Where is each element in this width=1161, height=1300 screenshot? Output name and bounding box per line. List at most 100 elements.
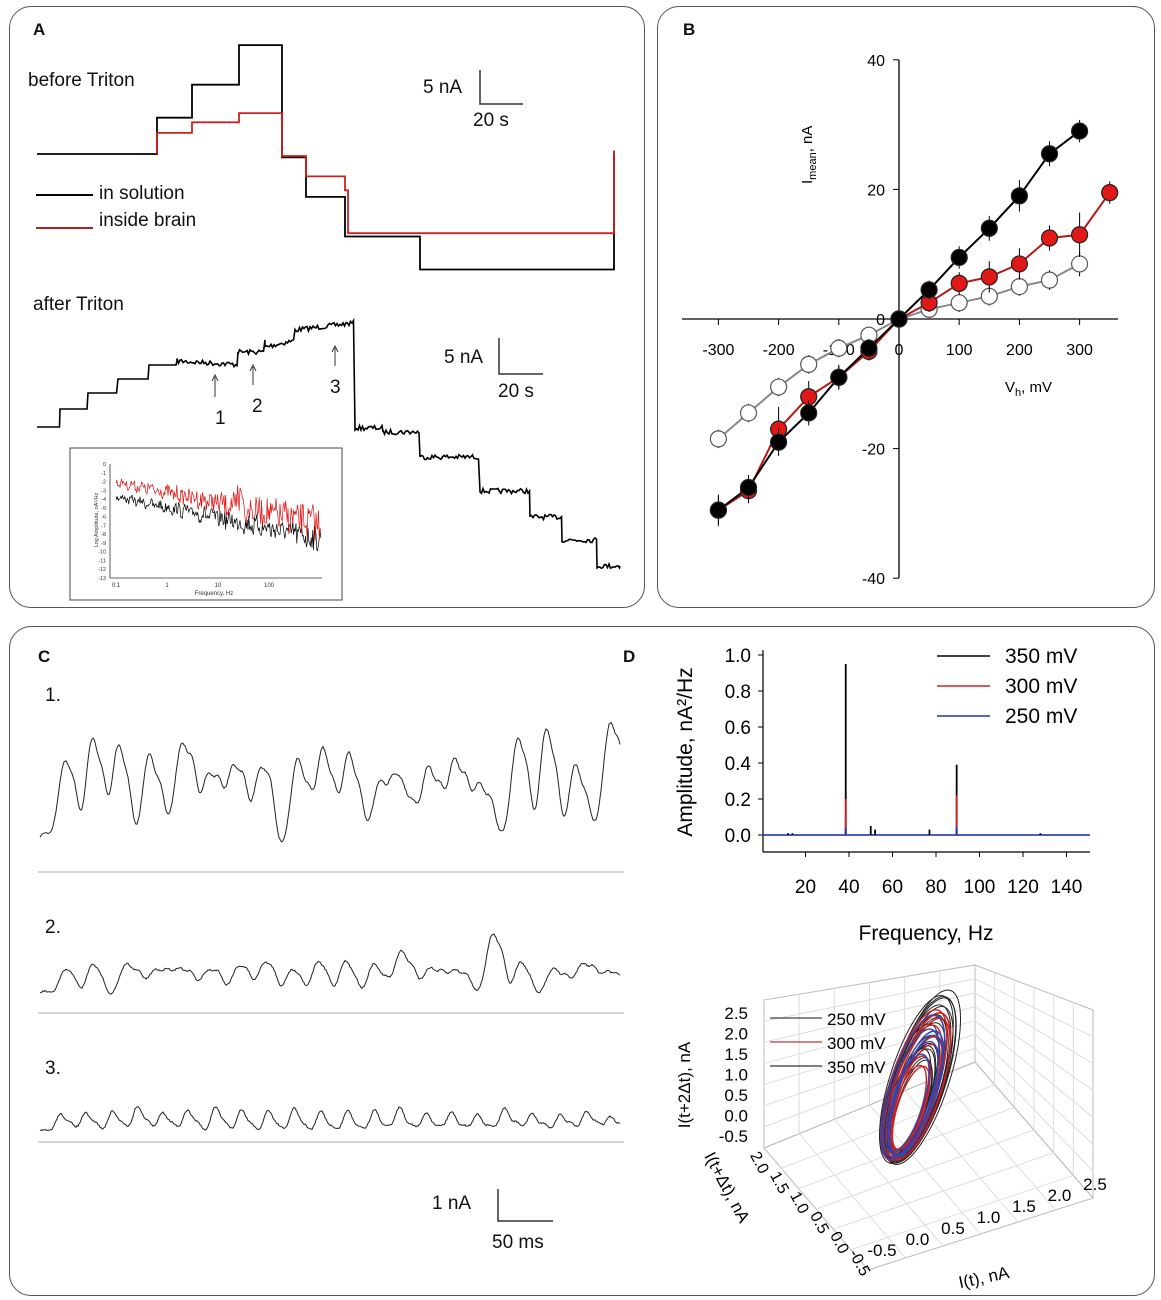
spectrum-ytick-label: 1.0 <box>725 646 751 667</box>
trace-label-1: 1. <box>45 685 61 706</box>
arrow-label-1: 1 <box>215 408 226 429</box>
spectrum-legend: 350 mV 300 mV 250 mV <box>937 645 1077 728</box>
iv-point-black <box>1040 145 1059 163</box>
iv-point-red <box>1101 184 1119 202</box>
before-triton-traces <box>37 44 615 271</box>
phase-legend-label: 300 mV <box>827 1034 886 1053</box>
iv-ylabel: Imean, nA <box>799 126 819 184</box>
before-triton-label: before Triton <box>28 70 135 91</box>
spectrum-ytick-label: 0.4 <box>725 754 752 775</box>
phase-grid-floor-a <box>850 1174 1074 1251</box>
inset-xtick: 0.1 <box>112 583 121 589</box>
phase-xtick: 1.5 <box>1012 1197 1036 1216</box>
panel-b-label: B <box>683 20 696 39</box>
iv-point-black <box>950 248 968 267</box>
phase-orbit <box>889 1034 944 1157</box>
spectrum-ytick-label: 0.0 <box>725 826 751 847</box>
phase-ztick: 0.5 <box>724 1086 748 1105</box>
panel-d-label: D <box>623 647 636 666</box>
scale-top-y-label: 5 nA <box>423 77 463 98</box>
iv-point-black <box>800 404 818 422</box>
spectrum-ytick-label: 0.6 <box>725 718 751 739</box>
iv-point-grey <box>1040 271 1059 289</box>
inset-ytick: -3 <box>101 488 106 494</box>
inset-xtick: 100 <box>264 583 275 589</box>
phase-xlabel: I(t), nA <box>957 1263 1011 1292</box>
oscillation-trace-3 <box>39 1105 621 1132</box>
after-triton-label: after Triton <box>33 294 124 315</box>
iv-point-black <box>1010 187 1029 205</box>
inset-trace-red <box>115 478 322 541</box>
phase-ztick: 1.5 <box>724 1045 748 1064</box>
legend-inside-brain: inside brain <box>99 210 197 231</box>
spectrum-xtick-label: 40 <box>838 877 859 898</box>
inset-ytick: -10 <box>98 550 106 556</box>
iv-xtick-label: -300 <box>702 342 734 359</box>
inset-ytick: -7 <box>101 523 106 529</box>
trace-label-2: 2. <box>45 917 61 938</box>
phase-ytick: 1.0 <box>786 1189 811 1217</box>
spectrum-xtick-label: 140 <box>1051 877 1083 898</box>
phase-legend-label: 250 mV <box>827 1010 886 1029</box>
inset-ytick: -5 <box>101 506 106 512</box>
iv-series <box>709 119 1119 526</box>
trace-label-3: 3. <box>45 1058 61 1079</box>
oscillation-traces <box>38 721 624 1143</box>
panel-b <box>657 6 1155 608</box>
inset-ytick: -4 <box>101 497 106 503</box>
inset-ylabel: Log Amplitude, nA²/Hz <box>94 492 100 547</box>
phase-orbit <box>882 1028 940 1158</box>
oscillation-trace-1 <box>39 721 621 843</box>
phase-ztick: -0.5 <box>719 1127 748 1146</box>
legend-label-350mV: 350 mV <box>1005 645 1077 668</box>
phase-ztick: 0.0 <box>724 1107 748 1126</box>
phase-zlabel: I(t+2Δt), nA <box>675 1041 694 1128</box>
phase-xtick: 2.0 <box>1048 1186 1072 1205</box>
inset-ytick: -11 <box>98 558 106 564</box>
spectrum-xtick-label: 20 <box>795 877 816 898</box>
iv-ytick-label: 0 <box>876 312 885 329</box>
inset-xtick: 1 <box>165 583 169 589</box>
spectrum-ytick-label: 0.8 <box>725 682 751 703</box>
scale-bar-c <box>497 1189 553 1222</box>
phase-ztick: 1.0 <box>724 1066 748 1085</box>
phase-ztick: 2.0 <box>724 1025 748 1044</box>
scale-c-y-label: 1 nA <box>432 1193 472 1214</box>
phase-orbit <box>890 1043 941 1155</box>
legend-label-300mV: 300 mV <box>1005 675 1077 698</box>
iv-point-red <box>980 268 998 286</box>
spectrum-xtick-label: 80 <box>925 877 946 898</box>
iv-xtick-label: 0 <box>895 342 904 359</box>
iv-ytick-label: 40 <box>867 53 885 70</box>
phase-orbit <box>880 1014 946 1161</box>
phase-xtick: -0.5 <box>867 1241 896 1260</box>
iv-ytick-label: -40 <box>862 571 885 588</box>
inset-ytick: -9 <box>101 541 106 547</box>
legend-in-solution: in solution <box>99 183 185 204</box>
trace-in-solution <box>37 44 615 271</box>
iv-point-black <box>980 219 998 237</box>
after-triton-trace <box>37 317 621 570</box>
inset-xlabel: Frequency, Hz <box>195 591 234 597</box>
iv-point-grey <box>709 430 728 448</box>
iv-xlabel: Vh, mV <box>1005 379 1052 399</box>
phase-ytick: 0.5 <box>806 1209 831 1237</box>
iv-point-grey <box>739 404 758 422</box>
iv-point-black <box>739 478 758 497</box>
iv-point-grey <box>950 294 968 312</box>
oscillation-trace-2 <box>39 933 621 995</box>
iv-point-black <box>890 310 908 328</box>
phase-ytick: 1.5 <box>766 1169 791 1197</box>
iv-point-red <box>1070 226 1089 244</box>
phase-plot-3d: 2.52.01.51.00.50.0-0.52.01.51.00.50.0-0.… <box>719 964 1107 1279</box>
spectrum-xtick-label: 120 <box>1007 877 1039 898</box>
trace-inside-brain <box>156 112 615 235</box>
iv-point-black <box>830 368 848 386</box>
legend-label-250mV: 250 mV <box>1005 705 1077 728</box>
scale-bar-bottom <box>498 338 543 375</box>
iv-xtick-label: -200 <box>763 342 795 359</box>
inset-frame <box>69 447 343 601</box>
spectrum-ylabel: Amplitude, nA²/Hz <box>674 667 697 836</box>
